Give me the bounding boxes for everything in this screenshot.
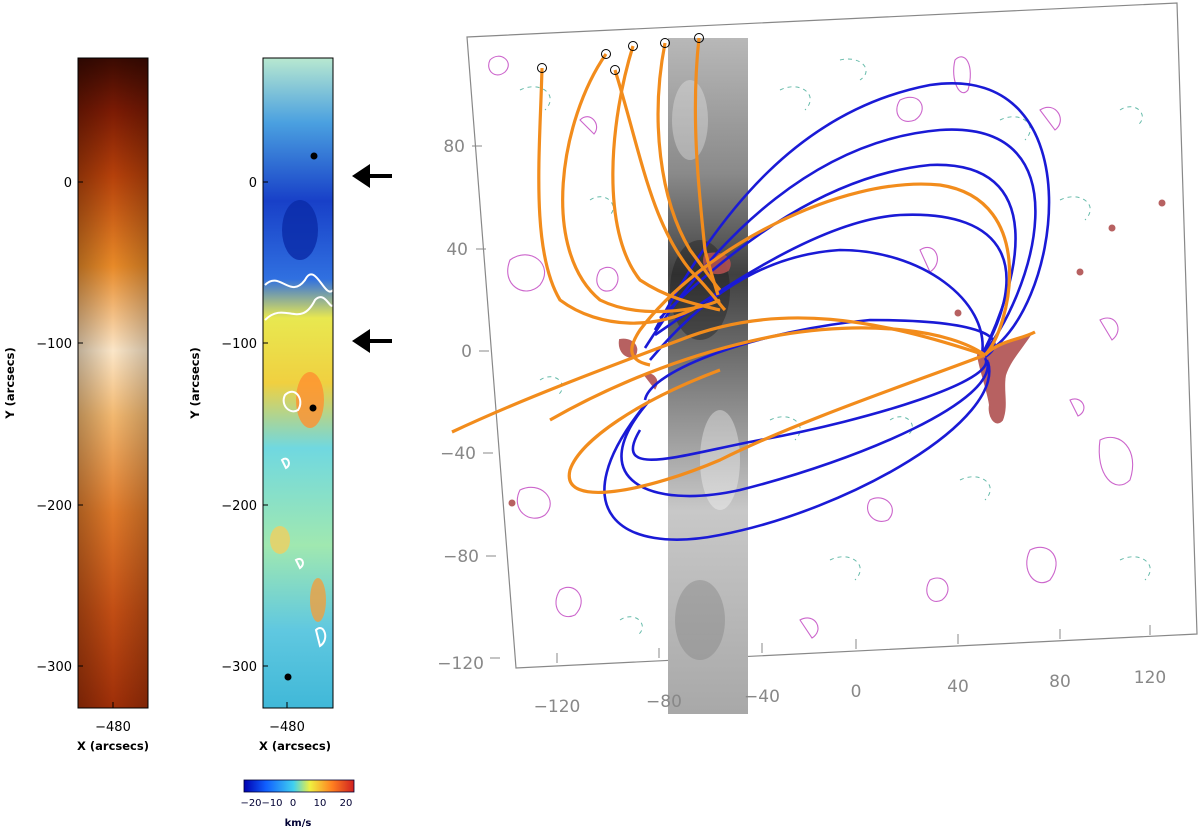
field-xtick-1: −80: [646, 692, 682, 712]
intensity-shading: [78, 58, 148, 708]
open-field-lines: [451, 37, 1036, 494]
colorbar-tick-0: 0: [290, 798, 296, 809]
positive-contours: [488, 55, 1134, 639]
field-ytick-4: −80: [443, 547, 479, 567]
velocity-marker: [309, 404, 317, 412]
intensity-xlabel: X (arcsecs): [77, 739, 149, 753]
field-xtick-6: 120: [1134, 668, 1166, 688]
intensity-ytick-1: −100: [36, 337, 72, 352]
velocity-marker: [310, 152, 318, 160]
velocity-contours: [264, 273, 334, 648]
field-ytick-0: 80: [443, 137, 465, 157]
velocity-xtick: −480: [269, 720, 305, 735]
field-xtick-3: 0: [851, 682, 862, 702]
field-ytick-2: 0: [461, 342, 472, 362]
field-xtick-5: 80: [1049, 672, 1071, 692]
intensity-ytick-0: 0: [64, 176, 72, 191]
colorbar-tick-m10: −10: [261, 798, 282, 809]
intensity-ytick-2: −200: [36, 499, 72, 514]
intensity-panel: 0 −100 −200 −300 −480 X (arcsecs) Y (arc…: [3, 57, 149, 753]
field-ytick-3: −40: [440, 444, 476, 464]
intensity-xtick: −480: [95, 720, 131, 735]
field-x-ticks: [556, 625, 1151, 663]
intensity-ytick-3: −300: [36, 660, 72, 675]
colorbar-tick-20: 20: [340, 798, 353, 809]
colorbar-tick-10: 10: [314, 798, 327, 809]
velocity-marker: [284, 673, 292, 681]
velocity-ytick-0: 0: [249, 176, 257, 191]
field-ytick-5: −120: [437, 654, 484, 674]
closed-field-lines: [603, 82, 1051, 541]
velocity-ytick-3: −300: [221, 660, 257, 675]
velocity-y-ticks: [263, 181, 288, 708]
velocity-frame: [262, 57, 334, 709]
field-xtick-0: −120: [534, 697, 581, 717]
colorbar-unit: km/s: [285, 818, 312, 829]
field-panel: 80 40 0 −40 −80 −120 −120 −80 −40 0 40 8…: [437, 2, 1198, 717]
field-ytick-1: 40: [446, 240, 468, 260]
velocity-redshift-patches: [270, 200, 326, 622]
arrow-icon: [352, 329, 392, 353]
velocity-ytick-2: −200: [221, 499, 257, 514]
velocity-ytick-1: −100: [221, 337, 257, 352]
colorbar-tick-m20: −20: [240, 798, 261, 809]
velocity-panel: 0 −100 −200 −300 −480 X (arcsecs) Y (arc…: [188, 57, 355, 829]
field-y-ticks: [472, 145, 500, 659]
intensity-ylabel: Y (arcsecs): [3, 347, 17, 419]
arrow-icon: [352, 164, 392, 188]
velocity-ylabel: Y (arcsecs): [188, 347, 202, 419]
negative-contours: [519, 58, 1151, 636]
field-xtick-2: −40: [744, 687, 780, 707]
velocity-colorbar: [243, 779, 355, 793]
field-xtick-4: 40: [947, 677, 969, 697]
field-frame: [466, 2, 1198, 669]
intensity-y-ticks: [78, 181, 114, 708]
field-line-seed-points: [537, 33, 704, 75]
velocity-xlabel: X (arcsecs): [259, 739, 331, 753]
